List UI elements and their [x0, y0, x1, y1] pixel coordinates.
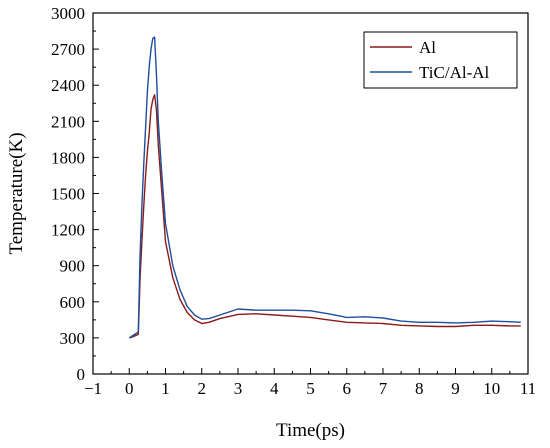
- y-tick-label: 0: [77, 365, 86, 384]
- x-axis-title: Time(ps): [276, 420, 345, 441]
- y-tick-label: 3000: [51, 4, 85, 23]
- x-tick-label: 2: [198, 379, 207, 398]
- x-tick-label: 0: [125, 379, 134, 398]
- y-tick-label: 900: [60, 257, 86, 276]
- x-tick-label: 7: [379, 379, 388, 398]
- x-tick-label: 5: [306, 379, 315, 398]
- y-tick-label: 1800: [51, 148, 85, 167]
- y-tick-label: 2400: [51, 76, 85, 95]
- legend-box: [363, 31, 518, 89]
- y-tick-label: 600: [60, 293, 86, 312]
- x-tick-label: 11: [520, 379, 536, 398]
- y-tick-label: 1500: [51, 185, 85, 204]
- y-axis-title: Temperature(K): [6, 132, 27, 254]
- series-lines: [128, 36, 521, 339]
- x-tick-label: 9: [451, 379, 460, 398]
- legend-label-tic-al-al: TiC/Al-Al: [419, 63, 490, 82]
- ticks: −1 0 1 2 3 4 5 6 7 8 9 10 11030060090012001500180021…: [51, 4, 536, 398]
- legend-label-al: Al: [419, 38, 436, 57]
- x-tick-label: 4: [270, 379, 279, 398]
- x-tick-label: 8: [415, 379, 424, 398]
- y-tick-label: 1200: [51, 221, 85, 240]
- series-line-tic-al-al: [128, 36, 521, 339]
- series-line-al: [129, 94, 521, 339]
- y-tick-label: 300: [60, 329, 86, 348]
- x-tick-label: 3: [234, 379, 243, 398]
- x-tick-label: 6: [343, 379, 352, 398]
- legend: Al TiC/Al-Al: [363, 31, 518, 89]
- x-tick-label: 10: [483, 379, 500, 398]
- y-tick-label: 2100: [51, 112, 85, 131]
- x-tick-label: 1: [161, 379, 170, 398]
- x-tick-label: −1: [84, 379, 102, 398]
- y-tick-label: 2700: [51, 40, 85, 59]
